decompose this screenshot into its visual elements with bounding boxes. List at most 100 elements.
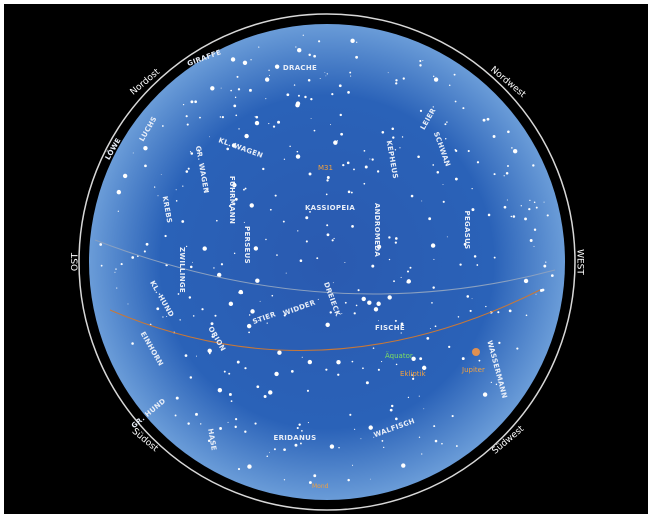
star [495,383,498,386]
star [230,57,236,62]
star [454,148,457,151]
star [434,439,438,443]
star [347,91,350,94]
star [400,276,402,279]
star [190,100,194,104]
star [185,170,189,173]
star [381,361,383,363]
galaxy-label: M31 [318,164,333,172]
star [289,145,291,148]
star [310,118,312,119]
star [436,170,440,174]
star [469,309,472,313]
star [307,359,313,365]
star [201,308,204,311]
star [351,360,354,363]
star [226,147,230,151]
compass-label: OST [71,252,81,271]
star [421,453,423,455]
star [195,355,197,357]
star [467,149,470,153]
star [308,481,312,484]
star [486,117,490,121]
star [269,451,271,453]
star [221,115,224,119]
star [247,464,252,469]
star [442,184,444,186]
star [529,239,533,242]
star [127,303,129,305]
constellation-label: PERSEUS [243,226,251,264]
star [401,463,406,468]
star [419,64,422,67]
star [443,161,446,164]
star [498,341,501,345]
star [228,301,234,307]
star [432,286,435,289]
star [482,118,486,122]
star [306,389,310,392]
star [325,193,328,196]
star [307,79,311,82]
star [253,246,259,251]
star [433,77,439,82]
star [525,314,528,317]
star [523,278,529,284]
star [532,164,535,167]
star [444,123,447,126]
star [213,267,215,269]
star [294,443,298,447]
star [175,200,178,202]
star [446,121,448,123]
star [338,447,340,449]
star [233,252,236,255]
constellation-label: PEGASUS [463,211,471,250]
star [248,331,250,334]
star [269,74,271,76]
star [463,242,467,246]
star [417,155,420,159]
star [231,143,237,148]
star [265,98,267,100]
star [248,314,251,316]
star [271,294,274,297]
star [418,395,420,397]
star [431,302,433,304]
star [342,164,345,167]
star [466,295,470,298]
star [250,309,255,314]
star [299,442,302,445]
star [207,439,211,443]
star [433,258,435,260]
star [317,298,319,300]
star [157,195,159,197]
planet [472,348,480,356]
star [351,224,354,228]
star [432,164,435,166]
star [283,314,286,317]
star [399,147,401,149]
star [305,240,308,243]
star [297,47,302,53]
star [368,425,373,430]
star [351,464,354,466]
star [432,106,434,108]
star [192,315,195,317]
star [541,288,545,292]
star [512,215,516,218]
star [189,151,192,153]
star [156,307,160,311]
star [325,368,328,371]
star [154,186,156,188]
star [363,182,366,185]
star [462,107,465,110]
star [240,291,244,295]
star [324,71,326,73]
star [182,185,184,187]
star [116,287,118,289]
star [419,109,423,112]
star [369,478,371,480]
star [254,422,257,425]
star [373,307,379,312]
